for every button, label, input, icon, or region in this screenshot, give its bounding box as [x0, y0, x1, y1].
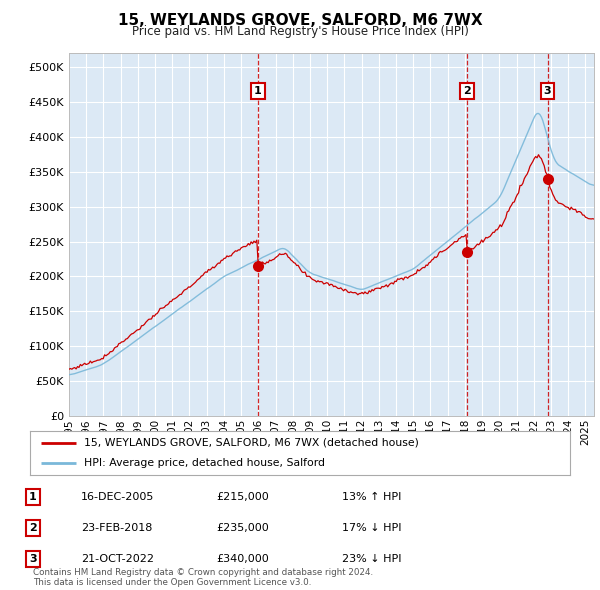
Text: Contains HM Land Registry data © Crown copyright and database right 2024.
This d: Contains HM Land Registry data © Crown c…	[33, 568, 373, 587]
Text: 23% ↓ HPI: 23% ↓ HPI	[342, 554, 401, 563]
Text: 1: 1	[254, 86, 262, 96]
Text: 15, WEYLANDS GROVE, SALFORD, M6 7WX: 15, WEYLANDS GROVE, SALFORD, M6 7WX	[118, 13, 482, 28]
Text: 17% ↓ HPI: 17% ↓ HPI	[342, 523, 401, 533]
Text: 15, WEYLANDS GROVE, SALFORD, M6 7WX (detached house): 15, WEYLANDS GROVE, SALFORD, M6 7WX (det…	[84, 438, 419, 448]
Text: 3: 3	[29, 554, 37, 563]
Text: £215,000: £215,000	[216, 493, 269, 502]
Text: 2: 2	[29, 523, 37, 533]
Text: 13% ↑ HPI: 13% ↑ HPI	[342, 493, 401, 502]
Text: 16-DEC-2005: 16-DEC-2005	[81, 493, 154, 502]
Text: £340,000: £340,000	[216, 554, 269, 563]
Text: HPI: Average price, detached house, Salford: HPI: Average price, detached house, Salf…	[84, 458, 325, 468]
Text: Price paid vs. HM Land Registry's House Price Index (HPI): Price paid vs. HM Land Registry's House …	[131, 25, 469, 38]
Text: 3: 3	[544, 86, 551, 96]
Text: 2: 2	[463, 86, 471, 96]
Text: 1: 1	[29, 493, 37, 502]
Text: 23-FEB-2018: 23-FEB-2018	[81, 523, 152, 533]
Text: £235,000: £235,000	[216, 523, 269, 533]
Text: 21-OCT-2022: 21-OCT-2022	[81, 554, 154, 563]
